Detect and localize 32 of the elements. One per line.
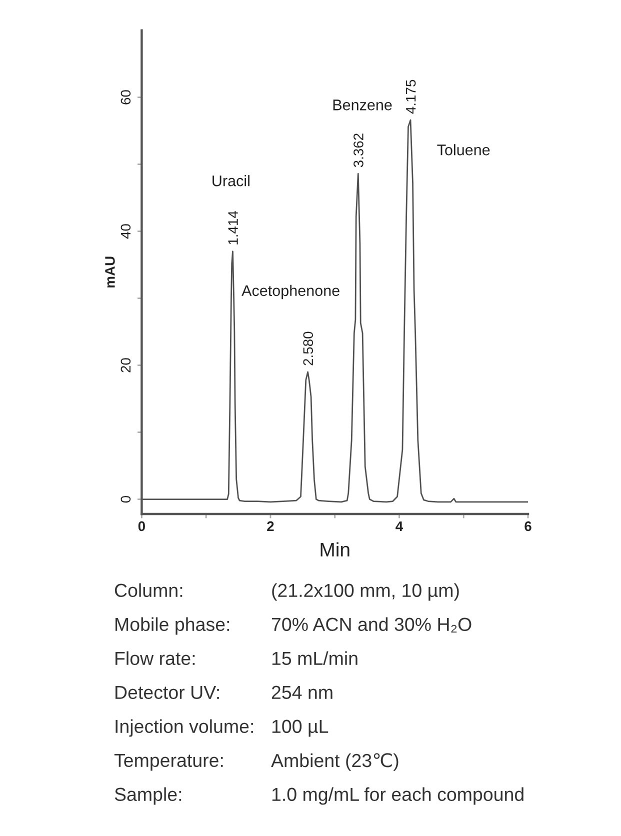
y-tick-label: 20 xyxy=(120,358,131,372)
annotation: Uracil xyxy=(212,175,250,186)
x-tick-label: 2 xyxy=(267,521,274,532)
x-axis-title: Min xyxy=(320,542,350,556)
text: 70% ACN and 30% H₂O xyxy=(272,617,472,632)
annotation: 3.362 xyxy=(354,134,364,168)
x-tick-label: 0 xyxy=(138,521,145,532)
text: (21.2x100 mm, 10 µm) xyxy=(272,583,459,601)
annotation: Acetophenone xyxy=(242,284,340,300)
annotation: 4.175 xyxy=(406,80,416,114)
y-tick-label: 60 xyxy=(120,90,131,104)
text: Column: xyxy=(114,583,182,598)
y-tick-label: 0 xyxy=(120,496,131,503)
y-axis-title: mAU xyxy=(105,256,115,288)
y-tick-label: 40 xyxy=(120,224,131,239)
annotation: Benzene xyxy=(333,100,392,110)
text: Detector UV: xyxy=(116,686,219,700)
text: 15 mL/min xyxy=(272,651,358,666)
text: 1.0 mg/mL for each compound xyxy=(272,787,524,805)
text: Flow rate: xyxy=(116,651,195,666)
text: Temperature: xyxy=(114,754,223,771)
text: 100 µL xyxy=(272,720,328,737)
x-tick-label: 4 xyxy=(396,521,404,532)
text: Sample: xyxy=(114,787,182,805)
annotation: 1.414 xyxy=(228,211,238,244)
text: 254 nm xyxy=(272,686,332,700)
x-tick-label: 6 xyxy=(524,521,532,532)
text: Mobile phase: xyxy=(116,617,230,635)
text: Injection volume: xyxy=(116,719,253,737)
text: Ambient (23℃) xyxy=(271,753,398,771)
annotation: 2.580 xyxy=(303,332,314,366)
annotation: Toluene xyxy=(437,144,490,156)
